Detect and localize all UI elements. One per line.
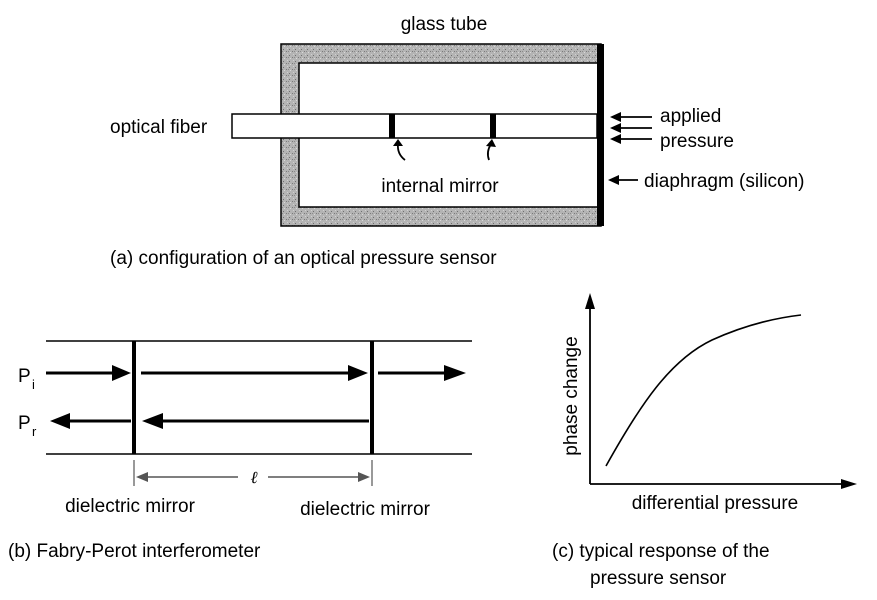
diaphragm-pointer-arrowhead	[608, 175, 619, 185]
optical-fiber-label: optical fiber	[110, 117, 208, 138]
caption-a: (a) configuration of an optical pressure…	[110, 248, 497, 269]
caption-b: (b) Fabry-Perot interferometer	[8, 541, 261, 562]
optical-fiber	[231, 113, 598, 139]
internal-mirror-1	[389, 114, 395, 138]
svg-text:r: r	[32, 424, 37, 439]
panel-c-response-curve: phase change differential pressure (c) t…	[552, 293, 857, 589]
panel-a-sensor-configuration: glass tube optical fiber internal mirror	[110, 14, 805, 269]
cavity-length-symbol: ℓ	[250, 468, 257, 488]
applied-pressure-arrows	[610, 112, 652, 144]
svg-text:P: P	[18, 366, 31, 387]
svg-text:P: P	[18, 413, 31, 434]
y-axis-arrowhead	[585, 293, 595, 309]
dielectric-mirror-right-label: dielectric mirror	[300, 499, 431, 520]
x-axis-label: differential pressure	[632, 493, 799, 514]
panel-b-fabry-perot: P i P r ℓ dielectric mirror dielectric m…	[8, 340, 472, 562]
reflected-power-label: P r	[18, 413, 37, 439]
internal-mirror-2	[490, 114, 496, 138]
caption-c-line2: pressure sensor	[590, 568, 727, 589]
y-axis-label: phase change	[561, 336, 582, 455]
response-curve	[605, 314, 802, 467]
incident-power-label: P i	[18, 366, 35, 392]
applied-label: applied	[660, 106, 721, 127]
glass-tube-label: glass tube	[401, 14, 488, 35]
cavity-length-dimension	[133, 460, 373, 486]
dielectric-mirror-left-label: dielectric mirror	[65, 496, 196, 517]
reflected-beam	[50, 413, 369, 429]
diaphragm	[597, 44, 604, 226]
pressure-label: pressure	[660, 131, 734, 152]
mirror-pointer-arrowhead-2	[486, 139, 496, 147]
mirror-pointer-arrowhead-1	[393, 139, 403, 146]
caption-c-line1: (c) typical response of the	[552, 541, 770, 562]
internal-mirror-label: internal mirror	[381, 176, 499, 197]
dielectric-mirror-left	[132, 341, 136, 454]
forward-beam	[46, 365, 466, 381]
x-axis-arrowhead	[841, 479, 857, 489]
dielectric-mirror-right	[370, 341, 374, 454]
diaphragm-label: diaphragm (silicon)	[644, 171, 805, 192]
svg-text:i: i	[32, 377, 35, 392]
